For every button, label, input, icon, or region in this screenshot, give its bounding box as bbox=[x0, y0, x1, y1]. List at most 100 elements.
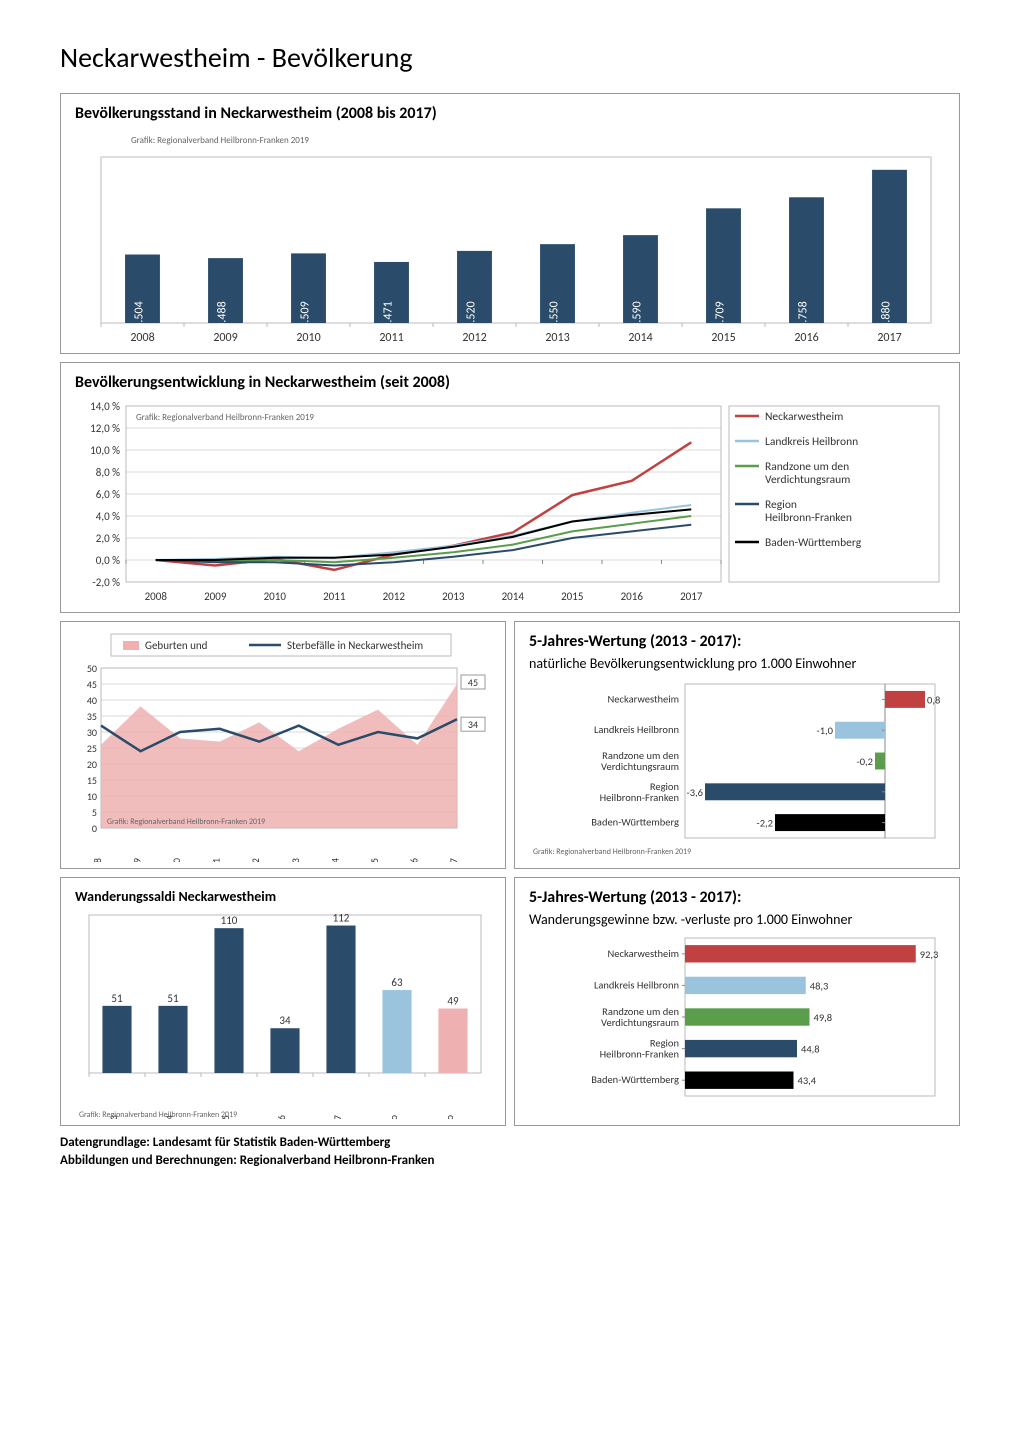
svg-text:20: 20 bbox=[87, 758, 97, 771]
svg-text:0,8: 0,8 bbox=[927, 693, 940, 706]
svg-text:34: 34 bbox=[468, 718, 478, 731]
svg-text:2012: 2012 bbox=[249, 858, 262, 862]
svg-text:51: 51 bbox=[167, 992, 179, 1005]
svg-text:2017: 2017 bbox=[877, 331, 901, 345]
svg-text:-2,0 %: -2,0 % bbox=[92, 576, 120, 589]
chart6-subtitle: Wanderungsgewinne bzw. -verluste pro 1.0… bbox=[529, 911, 949, 928]
svg-text:8,0 %: 8,0 % bbox=[96, 466, 120, 479]
svg-text:Verdichtungsraum: Verdichtungsraum bbox=[601, 760, 679, 773]
svg-text:2010: 2010 bbox=[296, 331, 320, 345]
svg-text:2012: 2012 bbox=[462, 331, 486, 345]
svg-text:2012: 2012 bbox=[383, 590, 406, 603]
svg-text:35: 35 bbox=[87, 710, 97, 723]
svg-text:2014: 2014 bbox=[328, 858, 341, 862]
svg-text:45: 45 bbox=[468, 676, 478, 689]
svg-text:110: 110 bbox=[221, 914, 238, 927]
svg-text:2013: 2013 bbox=[442, 590, 465, 603]
svg-text:15: 15 bbox=[87, 774, 97, 787]
svg-text:34: 34 bbox=[279, 1014, 291, 1027]
svg-text:Geburten und: Geburten und bbox=[145, 639, 207, 652]
svg-text:2015: 2015 bbox=[711, 331, 735, 345]
svg-text:2016: 2016 bbox=[407, 858, 420, 862]
svg-text:2011: 2011 bbox=[379, 331, 403, 345]
svg-text:2009: 2009 bbox=[213, 331, 237, 345]
chart3-panel: Geburten und Sterbefälle in Neckarwesthei… bbox=[60, 621, 506, 869]
chart6-panel: 5-Jahres-Wertung (2013 - 2017): Wanderun… bbox=[514, 877, 960, 1126]
svg-text:Landkreis Heilbronn: Landkreis Heilbronn bbox=[594, 723, 679, 736]
svg-text:Region: Region bbox=[765, 498, 797, 512]
svg-text:0: 0 bbox=[92, 822, 97, 835]
svg-text:25: 25 bbox=[87, 742, 97, 755]
svg-text:2016: 2016 bbox=[794, 331, 818, 345]
svg-text:Neckarwestheim: Neckarwestheim bbox=[608, 947, 679, 960]
svg-text:Verdichtungsraum: Verdichtungsraum bbox=[765, 473, 850, 487]
chart4-svg: Neckarwestheim0,8Landkreis Heilbronn-1,0… bbox=[525, 678, 945, 858]
svg-text:40: 40 bbox=[87, 694, 97, 707]
svg-text:5: 5 bbox=[92, 806, 97, 819]
svg-text:10,0 %: 10,0 % bbox=[90, 444, 120, 457]
svg-text:2010: 2010 bbox=[264, 590, 287, 603]
svg-text:45: 45 bbox=[87, 678, 97, 691]
svg-text:2009: 2009 bbox=[204, 590, 227, 603]
svg-text:3.590: 3.590 bbox=[631, 301, 645, 328]
svg-text:Grafik: Regionalverband Heilbr: Grafik: Regionalverband Heilbronn-Franke… bbox=[136, 412, 314, 423]
svg-text:2011: 2011 bbox=[323, 590, 346, 603]
svg-text:51: 51 bbox=[111, 992, 123, 1005]
svg-text:Verdichtungsraum: Verdichtungsraum bbox=[601, 1016, 679, 1029]
svg-text:Neckarwestheim: Neckarwestheim bbox=[765, 410, 843, 424]
svg-text:3.488: 3.488 bbox=[216, 301, 230, 328]
svg-text:Sterbefälle in Neckarwestheim: Sterbefälle in Neckarwestheim bbox=[287, 639, 423, 652]
footer-line2: Abbildungen und Berechnungen: Regionalve… bbox=[60, 1152, 960, 1170]
svg-text:2017: 2017 bbox=[680, 590, 703, 603]
svg-text:männl. Saldo: männl. Saldo bbox=[387, 1115, 400, 1119]
svg-text:3.520: 3.520 bbox=[465, 301, 479, 328]
svg-text:92,3: 92,3 bbox=[920, 948, 939, 961]
svg-text:-3,6: -3,6 bbox=[687, 786, 703, 799]
svg-text:63: 63 bbox=[391, 976, 403, 989]
svg-text:2011: 2011 bbox=[210, 858, 223, 862]
chart6-svg: Neckarwestheim 92,3 Landkreis Heilbronn 48,… bbox=[525, 934, 945, 1104]
svg-text:3.758: 3.758 bbox=[797, 301, 811, 328]
svg-text:44,8: 44,8 bbox=[801, 1043, 820, 1056]
svg-text:12,0 %: 12,0 % bbox=[90, 422, 120, 435]
svg-text:2008: 2008 bbox=[91, 858, 104, 862]
svg-text:43,4: 43,4 bbox=[798, 1074, 817, 1087]
svg-text:Landkreis Heilbronn: Landkreis Heilbronn bbox=[594, 978, 679, 991]
svg-text:3.471: 3.471 bbox=[382, 301, 396, 328]
svg-text:2008: 2008 bbox=[145, 590, 168, 603]
chart4-subtitle: natürliche Bevölkerungsentwicklung pro 1… bbox=[529, 655, 949, 672]
svg-text:2,0 %: 2,0 % bbox=[96, 532, 120, 545]
svg-text:2009: 2009 bbox=[131, 858, 144, 862]
svg-text:Heilbronn-Franken: Heilbronn-Franken bbox=[600, 791, 679, 804]
chart4-title: 5-Jahres-Wertung (2013 - 2017): bbox=[529, 632, 949, 651]
svg-text:48,3: 48,3 bbox=[810, 979, 829, 992]
svg-text:2010: 2010 bbox=[170, 858, 183, 862]
footer-line1: Datengrundlage: Landesamt für Statistik … bbox=[60, 1134, 960, 1152]
svg-text:3.504: 3.504 bbox=[133, 301, 147, 328]
svg-text:2017: 2017 bbox=[331, 1115, 344, 1119]
svg-text:Baden-Württemberg: Baden-Württemberg bbox=[591, 816, 679, 829]
svg-text:Randzone um den: Randzone um den bbox=[765, 460, 849, 474]
svg-text:Baden-Württemberg: Baden-Württemberg bbox=[591, 1073, 679, 1086]
chart2-svg: -2,0 %0,0 %2,0 %4,0 %6,0 %8,0 %10,0 %12,… bbox=[71, 396, 941, 606]
chart1-svg: Grafik: Regionalverband Heilbronn-Franke… bbox=[71, 127, 941, 347]
svg-text:49: 49 bbox=[447, 994, 459, 1007]
svg-text:10: 10 bbox=[87, 790, 97, 803]
page-title: Neckarwestheim - Bevölkerung bbox=[60, 40, 960, 75]
svg-text:49,8: 49,8 bbox=[814, 1011, 833, 1024]
svg-text:-2,2: -2,2 bbox=[757, 817, 773, 830]
svg-text:112: 112 bbox=[333, 912, 350, 925]
chart4-panel: 5-Jahres-Wertung (2013 - 2017): natürlic… bbox=[514, 621, 960, 869]
svg-text:3.509: 3.509 bbox=[299, 301, 313, 328]
svg-text:2015: 2015 bbox=[368, 858, 381, 862]
svg-text:Grafik: Regionalverband Heilbr: Grafik: Regionalverband Heilbronn-Franke… bbox=[107, 817, 265, 827]
svg-text:Heilbronn-Franken: Heilbronn-Franken bbox=[765, 511, 852, 525]
svg-text:-1,0: -1,0 bbox=[817, 724, 834, 737]
footer: Datengrundlage: Landesamt für Statistik … bbox=[60, 1134, 960, 1170]
chart5-svg: 5120135120141102015342016112201763männl.… bbox=[71, 909, 491, 1119]
svg-text:4,0 %: 4,0 % bbox=[96, 510, 120, 523]
svg-text:30: 30 bbox=[87, 726, 97, 739]
svg-text:2014: 2014 bbox=[502, 590, 525, 603]
chart6-title: 5-Jahres-Wertung (2013 - 2017): bbox=[529, 888, 949, 907]
chart2-title: Bevölkerungsentwicklung in Neckarwesthei… bbox=[75, 373, 949, 392]
